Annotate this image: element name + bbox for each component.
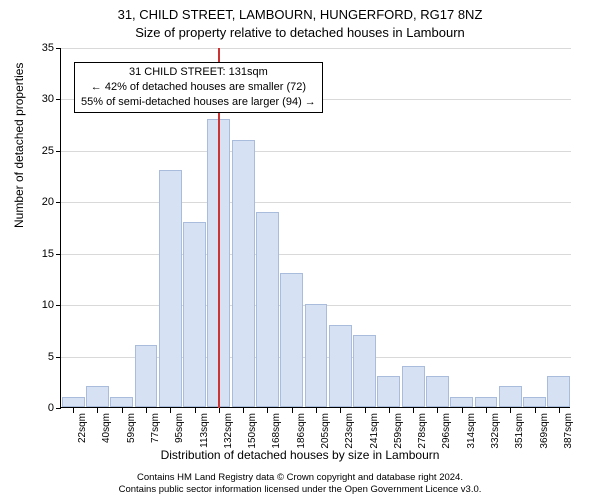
x-tick-label: 77sqm bbox=[150, 413, 161, 443]
x-tick-mark bbox=[340, 408, 341, 413]
footer: Contains HM Land Registry data © Crown c… bbox=[0, 472, 600, 496]
histogram-bar bbox=[183, 222, 206, 407]
x-tick-mark bbox=[559, 408, 560, 413]
x-tick-mark bbox=[73, 408, 74, 413]
grid-line bbox=[61, 151, 571, 152]
x-tick-mark bbox=[510, 408, 511, 413]
annot-line-2: ← 42% of detached houses are smaller (72… bbox=[81, 80, 316, 95]
histogram-bar bbox=[426, 376, 449, 407]
y-tick-mark bbox=[56, 357, 61, 358]
annot-line-1: 31 CHILD STREET: 131sqm bbox=[81, 65, 316, 80]
x-tick-label: 259sqm bbox=[393, 413, 404, 449]
x-tick-mark bbox=[170, 408, 171, 413]
footer-line-2: Contains public sector information licen… bbox=[0, 484, 600, 496]
histogram-bar bbox=[256, 212, 279, 407]
histogram-bar bbox=[280, 273, 303, 407]
x-tick-mark bbox=[316, 408, 317, 413]
histogram-bar bbox=[523, 397, 546, 407]
x-tick-label: 278sqm bbox=[417, 413, 428, 449]
x-tick-mark bbox=[243, 408, 244, 413]
x-tick-label: 351sqm bbox=[514, 413, 525, 449]
x-tick-label: 387sqm bbox=[563, 413, 574, 449]
x-tick-mark bbox=[267, 408, 268, 413]
histogram-bar bbox=[62, 397, 85, 407]
x-tick-label: 95sqm bbox=[174, 413, 185, 443]
histogram-bar bbox=[86, 386, 109, 407]
y-tick-label: 5 bbox=[26, 351, 54, 363]
y-tick-label: 30 bbox=[26, 93, 54, 105]
y-tick-mark bbox=[56, 99, 61, 100]
x-tick-mark bbox=[413, 408, 414, 413]
x-tick-label: 296sqm bbox=[441, 413, 452, 449]
x-tick-mark bbox=[195, 408, 196, 413]
y-tick-label: 15 bbox=[26, 248, 54, 260]
histogram-bar bbox=[232, 140, 255, 407]
y-axis-label: Number of detached properties bbox=[12, 63, 26, 228]
y-tick-label: 0 bbox=[26, 402, 54, 414]
y-tick-mark bbox=[56, 254, 61, 255]
x-axis-label: Distribution of detached houses by size … bbox=[0, 448, 600, 462]
x-tick-label: 132sqm bbox=[223, 413, 234, 449]
x-tick-label: 40sqm bbox=[101, 413, 112, 443]
histogram-bar bbox=[135, 345, 158, 407]
x-tick-mark bbox=[219, 408, 220, 413]
y-tick-mark bbox=[56, 202, 61, 203]
y-tick-label: 25 bbox=[26, 145, 54, 157]
title-line-2: Size of property relative to detached ho… bbox=[0, 24, 600, 42]
x-tick-label: 150sqm bbox=[247, 413, 258, 449]
x-tick-label: 168sqm bbox=[271, 413, 282, 449]
y-tick-mark bbox=[56, 305, 61, 306]
histogram-bar bbox=[110, 397, 133, 407]
x-tick-mark bbox=[292, 408, 293, 413]
chart-title-block: 31, CHILD STREET, LAMBOURN, HUNGERFORD, … bbox=[0, 0, 600, 41]
y-tick-mark bbox=[56, 408, 61, 409]
histogram-bar bbox=[450, 397, 473, 407]
histogram-bar bbox=[353, 335, 376, 407]
histogram-bar bbox=[329, 325, 352, 407]
x-tick-label: 369sqm bbox=[539, 413, 550, 449]
x-tick-label: 205sqm bbox=[320, 413, 331, 449]
annotation-box: 31 CHILD STREET: 131sqm ← 42% of detache… bbox=[74, 62, 323, 113]
y-tick-mark bbox=[56, 48, 61, 49]
x-tick-mark bbox=[365, 408, 366, 413]
footer-line-1: Contains HM Land Registry data © Crown c… bbox=[0, 472, 600, 484]
x-tick-mark bbox=[97, 408, 98, 413]
x-tick-label: 113sqm bbox=[199, 413, 210, 448]
y-tick-label: 20 bbox=[26, 196, 54, 208]
x-tick-label: 314sqm bbox=[466, 413, 477, 449]
x-tick-label: 223sqm bbox=[344, 413, 355, 449]
y-tick-label: 35 bbox=[26, 42, 54, 54]
chart-area: 0510152025303522sqm40sqm59sqm77sqm95sqm1… bbox=[60, 48, 570, 408]
x-tick-mark bbox=[146, 408, 147, 413]
histogram-bar bbox=[377, 376, 400, 407]
histogram-bar bbox=[475, 397, 498, 407]
histogram-bar bbox=[402, 366, 425, 407]
x-tick-label: 186sqm bbox=[296, 413, 307, 449]
histogram-bar bbox=[499, 386, 522, 407]
grid-line bbox=[61, 48, 571, 49]
x-tick-mark bbox=[486, 408, 487, 413]
y-tick-label: 10 bbox=[26, 299, 54, 311]
x-tick-mark bbox=[462, 408, 463, 413]
x-tick-mark bbox=[389, 408, 390, 413]
grid-line bbox=[61, 254, 571, 255]
x-tick-mark bbox=[535, 408, 536, 413]
x-tick-mark bbox=[122, 408, 123, 413]
annot-line-3: 55% of semi-detached houses are larger (… bbox=[81, 95, 316, 110]
x-tick-label: 59sqm bbox=[126, 413, 137, 443]
title-line-1: 31, CHILD STREET, LAMBOURN, HUNGERFORD, … bbox=[0, 6, 600, 24]
x-tick-mark bbox=[437, 408, 438, 413]
x-tick-label: 332sqm bbox=[490, 413, 501, 449]
histogram-bar bbox=[547, 376, 570, 407]
histogram-bar bbox=[159, 170, 182, 407]
grid-line bbox=[61, 202, 571, 203]
x-tick-label: 22sqm bbox=[77, 413, 88, 443]
y-tick-mark bbox=[56, 151, 61, 152]
histogram-bar bbox=[305, 304, 328, 407]
x-tick-label: 241sqm bbox=[369, 413, 380, 449]
